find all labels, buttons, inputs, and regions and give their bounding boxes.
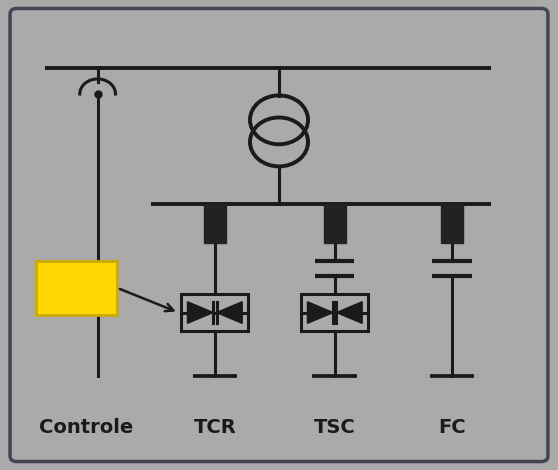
FancyBboxPatch shape [10, 8, 548, 462]
Bar [204, 204, 226, 243]
Text: Controle: Controle [40, 418, 133, 437]
Polygon shape [217, 302, 242, 323]
Text: FC: FC [438, 418, 466, 437]
Polygon shape [307, 302, 333, 323]
Bar [181, 294, 248, 331]
Bar [324, 204, 346, 243]
Bar [36, 261, 117, 315]
Text: TSC: TSC [314, 418, 355, 437]
Text: TCR: TCR [194, 418, 236, 437]
Polygon shape [336, 302, 362, 323]
Polygon shape [187, 302, 213, 323]
Bar [441, 204, 463, 243]
Bar [301, 294, 368, 331]
